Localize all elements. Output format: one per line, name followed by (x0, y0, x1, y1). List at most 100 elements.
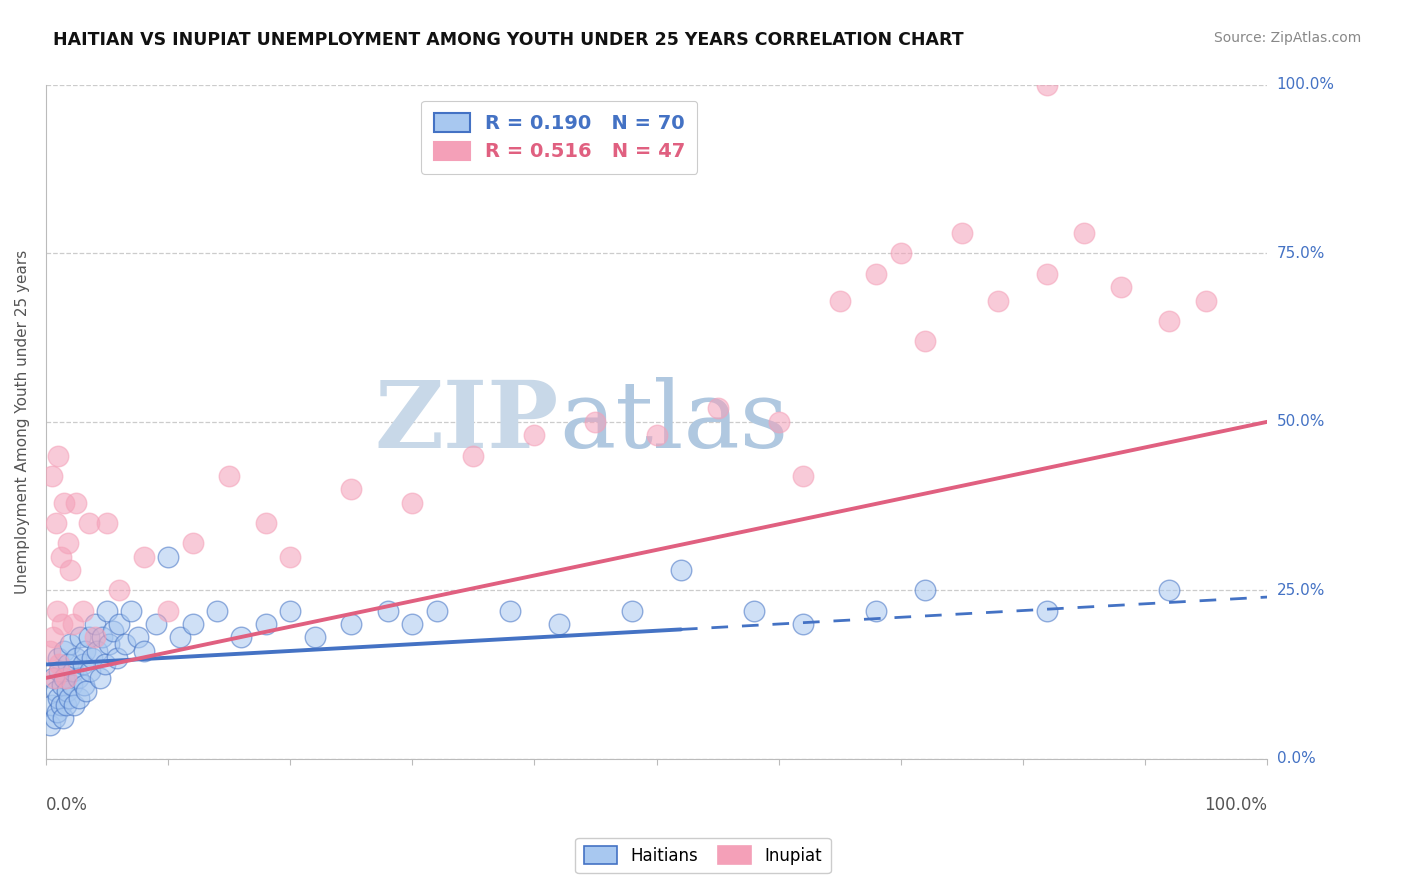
Point (48, 664, 70, 678)
Text: 0.0%: 0.0% (1277, 751, 1316, 766)
Text: atlas: atlas (558, 376, 789, 467)
Text: 50.0%: 50.0% (1277, 415, 1324, 429)
Point (340, 482, 363, 496)
Text: 100.0%: 100.0% (1277, 78, 1334, 93)
Point (105, 650, 128, 665)
Point (987, 293, 1010, 308)
Point (77, 631, 100, 645)
Point (377, 603, 399, 617)
Point (45, 516, 67, 530)
Point (46, 449, 69, 463)
Point (46, 650, 69, 665)
Point (401, 617, 423, 632)
Point (65, 650, 87, 665)
Point (44, 711, 66, 725)
Point (91, 631, 114, 645)
Point (46, 603, 69, 617)
Point (96, 516, 118, 530)
Point (41, 698, 63, 712)
Point (127, 631, 149, 645)
Point (768, 415, 790, 429)
Point (828, 293, 851, 308)
Point (1036, 603, 1059, 617)
Point (621, 603, 644, 617)
Point (547, 617, 569, 632)
Point (1073, 226, 1095, 240)
Point (157, 549, 180, 564)
Point (120, 603, 142, 617)
Point (38, 718, 60, 732)
Point (52, 711, 75, 725)
Y-axis label: Unemployment Among Youth under 25 years: Unemployment Among Youth under 25 years (15, 250, 30, 594)
Point (1195, 293, 1218, 308)
Point (218, 468, 240, 483)
Legend: R = 0.190   N = 70, R = 0.516   N = 47: R = 0.190 N = 70, R = 0.516 N = 47 (422, 101, 697, 174)
Point (181, 536, 204, 550)
Point (463, 449, 485, 463)
Point (51, 678, 73, 692)
Point (53, 644, 76, 658)
Point (169, 631, 191, 645)
Point (83, 631, 105, 645)
Point (132, 549, 155, 564)
Text: 0.0%: 0.0% (46, 796, 87, 814)
Point (45, 684, 67, 698)
Text: Source: ZipAtlas.com: Source: ZipAtlas.com (1213, 31, 1361, 45)
Point (49, 549, 72, 564)
Point (914, 583, 936, 598)
Point (62, 664, 84, 678)
Text: 75.0%: 75.0% (1277, 246, 1324, 260)
Point (914, 334, 936, 348)
Point (83, 617, 105, 632)
Point (62, 617, 84, 632)
Point (63, 698, 86, 712)
Point (75, 684, 97, 698)
Point (55, 698, 77, 712)
Point (58, 691, 80, 706)
Point (60, 678, 83, 692)
Point (114, 637, 136, 651)
Point (46, 705, 69, 719)
Point (742, 603, 765, 617)
Point (48, 657, 70, 672)
Point (890, 246, 912, 260)
Point (950, 226, 973, 240)
Point (340, 617, 363, 632)
Point (278, 603, 301, 617)
Text: ZIP: ZIP (374, 376, 558, 467)
Point (38, 644, 60, 658)
Point (73, 678, 96, 692)
Point (706, 401, 728, 416)
Point (101, 624, 124, 638)
Point (1159, 583, 1181, 598)
Point (46, 691, 69, 706)
Point (51, 617, 73, 632)
Point (59, 563, 82, 577)
Point (585, 415, 607, 429)
Point (56, 657, 79, 672)
Point (72, 657, 94, 672)
Point (205, 603, 228, 617)
Point (792, 468, 814, 483)
Point (1036, 78, 1059, 92)
Point (181, 617, 204, 632)
Text: 100.0%: 100.0% (1204, 796, 1267, 814)
Point (157, 603, 180, 617)
Point (132, 644, 155, 658)
Point (145, 617, 167, 632)
Point (254, 617, 277, 632)
Legend: Haitians, Inupiat: Haitians, Inupiat (575, 838, 831, 873)
Point (53, 671, 76, 685)
Point (1159, 314, 1181, 328)
Point (401, 496, 423, 510)
Point (865, 267, 887, 281)
Point (645, 428, 668, 442)
Point (72, 603, 94, 617)
Point (108, 617, 131, 632)
Point (53, 496, 76, 510)
Point (98, 637, 121, 651)
Point (96, 603, 118, 617)
Point (41, 468, 63, 483)
Point (254, 516, 277, 530)
Point (426, 603, 449, 617)
